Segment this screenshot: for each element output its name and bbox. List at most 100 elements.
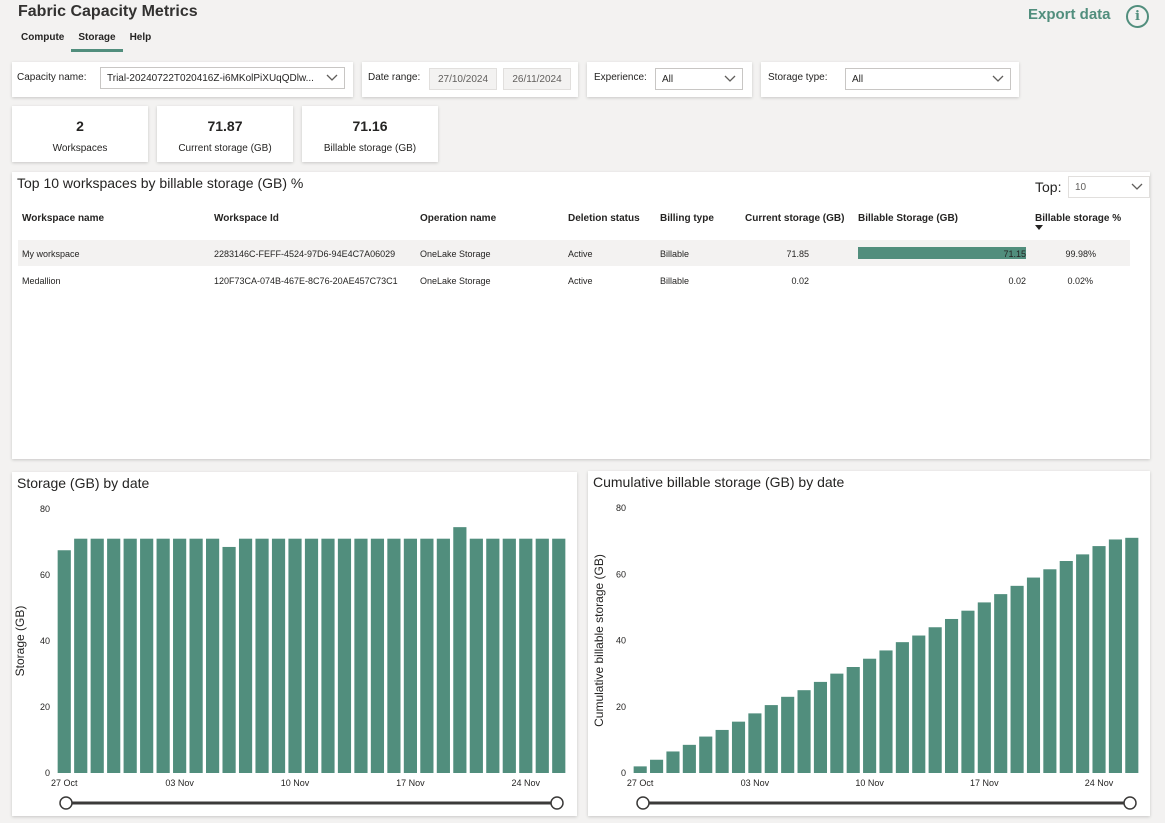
chart-bar[interactable] (650, 759, 664, 773)
chart-bar[interactable] (321, 538, 335, 773)
chart-bar[interactable] (173, 538, 187, 773)
chart-bar[interactable] (928, 627, 942, 773)
chart-bar[interactable] (107, 538, 121, 773)
chart-bar[interactable] (1076, 554, 1090, 773)
column-header[interactable]: Workspace name (22, 213, 105, 224)
column-header[interactable]: Deletion status (568, 213, 640, 224)
cell-deletion-status: Active (568, 276, 593, 286)
column-header[interactable]: Operation name (420, 213, 497, 224)
storage-type-dropdown[interactable]: All (845, 68, 1011, 90)
column-header[interactable]: Billable Storage (GB) (858, 213, 959, 224)
x-tick-label: 10 Nov (855, 778, 884, 788)
chart-bar[interactable] (944, 618, 959, 773)
chart-bar[interactable] (764, 705, 778, 773)
chart-bar[interactable] (731, 721, 746, 773)
chart-bar[interactable] (813, 681, 828, 773)
tab-compute[interactable]: Compute (21, 32, 65, 43)
chart-bar[interactable] (748, 713, 762, 773)
capacity-dropdown[interactable]: Trial-20240722T020416Z-i6MKolPiXUqQDlw..… (100, 67, 345, 89)
capacity-value: Trial-20240722T020416Z-i6MKolPiXUqQDlw..… (107, 72, 314, 84)
tab-help[interactable]: Help (129, 32, 152, 43)
chart-bar[interactable] (994, 594, 1008, 773)
workspaces-table-card (12, 172, 1150, 459)
x-tick-label: 03 Nov (741, 778, 770, 788)
chart-bar[interactable] (699, 736, 713, 773)
tab-storage[interactable]: Storage (71, 28, 123, 52)
chart-bar[interactable] (830, 673, 844, 773)
date-end-input[interactable]: 26/11/2024 (503, 68, 571, 90)
range-slider-end-handle[interactable] (1123, 796, 1137, 810)
chart-bar[interactable] (1043, 569, 1057, 773)
column-header[interactable]: Workspace Id (214, 213, 279, 224)
chart-bar[interactable] (1059, 561, 1073, 773)
chart-bar[interactable] (1026, 577, 1041, 773)
y-tick-label: 40 (40, 636, 50, 646)
storage-type-value: All (852, 73, 864, 85)
chart-bar[interactable] (633, 766, 647, 773)
chart-bar[interactable] (337, 538, 352, 773)
chart-bar[interactable] (1125, 537, 1139, 773)
chart-bar[interactable] (1092, 546, 1106, 773)
chart-bar[interactable] (436, 538, 450, 773)
chart-bar[interactable] (1108, 539, 1122, 773)
chart-bar[interactable] (189, 538, 203, 773)
column-header[interactable]: Billing type (660, 213, 714, 224)
chart-bar[interactable] (961, 610, 975, 773)
column-header[interactable]: Billable storage % (1035, 213, 1122, 224)
cell-billable-pct: 0.02% (1067, 276, 1093, 286)
top-n-dropdown[interactable]: 10 (1068, 176, 1150, 198)
chart-bar[interactable] (238, 538, 253, 773)
chart-bar[interactable] (863, 658, 877, 773)
chart-bar[interactable] (156, 538, 170, 773)
chart-bar[interactable] (781, 696, 795, 773)
chart-bar[interactable] (895, 642, 909, 773)
cell-workspace-name: My workspace (22, 249, 80, 259)
chart-bar[interactable] (140, 538, 154, 773)
chart-bar[interactable] (879, 650, 893, 773)
chart-bar[interactable] (420, 538, 434, 773)
column-header[interactable]: Current storage (GB) (745, 213, 845, 224)
chart-bar[interactable] (912, 635, 926, 773)
kpi-label: Current storage (GB) (178, 143, 272, 154)
chart-bar[interactable] (666, 751, 680, 773)
info-icon[interactable]: i (1126, 5, 1149, 28)
chart-bar[interactable] (354, 538, 368, 773)
chart-bar[interactable] (453, 527, 467, 773)
chart-bar[interactable] (57, 550, 71, 773)
chart-bar[interactable] (255, 538, 269, 773)
chart-bar[interactable] (977, 602, 991, 773)
y-tick-label: 0 (45, 768, 50, 778)
chart-bar[interactable] (682, 744, 696, 773)
chart-bar[interactable] (370, 538, 385, 773)
range-slider-start-handle[interactable] (59, 796, 73, 810)
date-range-card: Date range: 27/10/2024 26/11/2024 (362, 62, 578, 97)
chart-bar[interactable] (304, 538, 319, 773)
export-data-button[interactable]: Export data (1028, 6, 1111, 23)
chart-bar[interactable] (206, 538, 220, 773)
chart-bar[interactable] (469, 538, 483, 773)
chart-bar[interactable] (846, 667, 860, 773)
chart-bar[interactable] (387, 538, 401, 773)
chart-bar[interactable] (222, 546, 236, 773)
chart-bar[interactable] (486, 538, 500, 773)
chart-bar[interactable] (535, 538, 549, 773)
chart-bar[interactable] (288, 538, 302, 773)
chart-title: Storage (GB) by date (17, 475, 150, 491)
chart-bar[interactable] (502, 538, 516, 773)
cell-billable-pct: 99.98% (1065, 249, 1096, 259)
chart-bar[interactable] (123, 538, 137, 773)
experience-dropdown[interactable]: All (655, 68, 743, 90)
date-start-input[interactable]: 27/10/2024 (429, 68, 497, 90)
chart-bar[interactable] (715, 729, 729, 773)
chart-bar[interactable] (74, 538, 88, 773)
x-tick-label: 17 Nov (396, 778, 425, 788)
chart-bar[interactable] (552, 538, 566, 773)
chart-bar[interactable] (271, 538, 286, 773)
range-slider-end-handle[interactable] (550, 796, 564, 810)
range-slider-start-handle[interactable] (636, 796, 650, 810)
chart-bar[interactable] (403, 538, 417, 773)
chart-bar[interactable] (90, 538, 104, 773)
chart-bar[interactable] (797, 690, 811, 773)
chart-bar[interactable] (1010, 585, 1024, 773)
chart-bar[interactable] (519, 538, 533, 773)
